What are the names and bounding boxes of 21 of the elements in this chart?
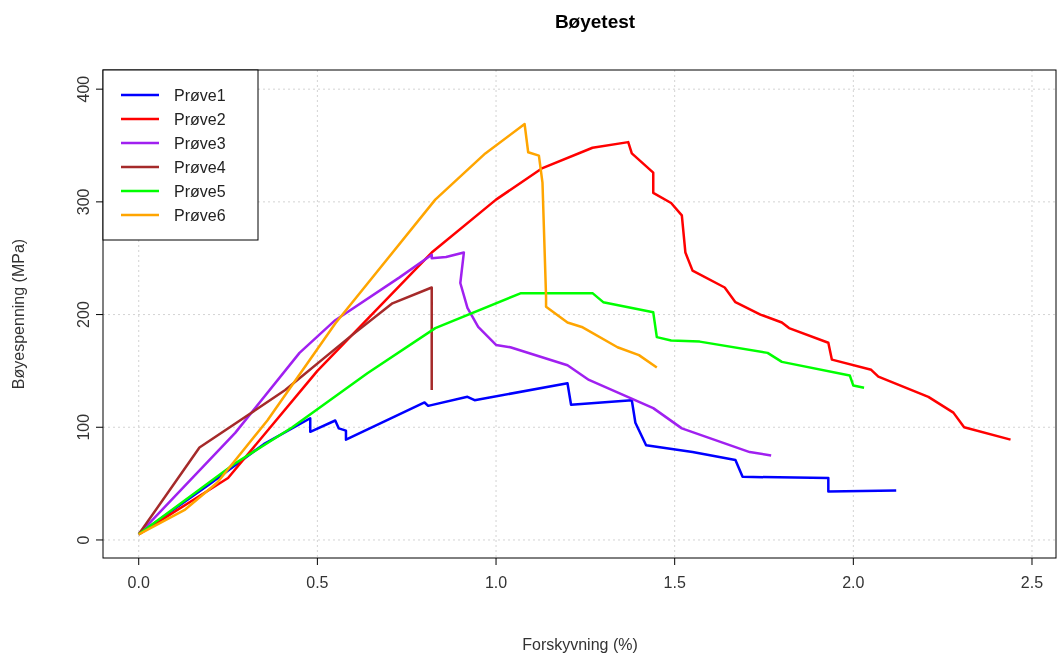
y-tick-label: 200 xyxy=(75,301,92,328)
y-tick-label: 0 xyxy=(75,535,92,545)
legend-label: Prøve1 xyxy=(174,87,226,104)
x-tick-label: 1.5 xyxy=(663,574,686,591)
legend-label: Prøve5 xyxy=(174,183,226,200)
x-tick-label: 2.0 xyxy=(842,574,865,591)
legend-label: Prøve6 xyxy=(174,207,226,224)
line-series xyxy=(137,286,433,536)
chart-title: Bøyetest xyxy=(554,11,636,32)
x-axis-title: Forskyvning (%) xyxy=(522,636,638,653)
y-tick-label: 300 xyxy=(75,188,92,216)
x-tick-label: 0.0 xyxy=(127,574,150,591)
y-axis-title: Bøyespenning (MPa) xyxy=(10,238,27,390)
y-tick-label: 400 xyxy=(75,75,92,103)
y-tick-label: 100 xyxy=(75,413,92,441)
x-tick-label: 1.0 xyxy=(484,574,508,591)
legend-label: Prøve2 xyxy=(174,111,226,128)
legend-label: Prøve3 xyxy=(174,135,226,152)
x-tick-label: 2.5 xyxy=(1020,574,1044,591)
legend-label: Prøve4 xyxy=(174,159,226,176)
x-tick-label: 0.5 xyxy=(306,574,329,591)
